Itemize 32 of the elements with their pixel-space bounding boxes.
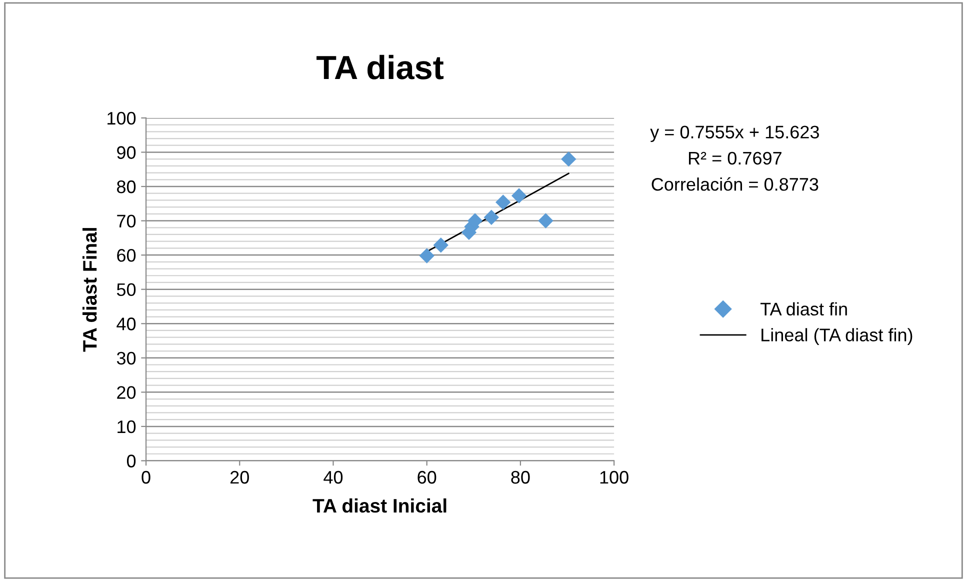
y-tick-label: 10	[118, 420, 136, 434]
y-tick-label: 100	[108, 112, 136, 125]
y-tick-label: 0	[126, 454, 136, 468]
x-tick-label: 100	[600, 470, 628, 484]
y-tick-label: 20	[117, 386, 136, 399]
x-tick-label: 0	[142, 470, 150, 484]
x-tick-label: 40	[324, 470, 343, 484]
y-tick-label: 70	[117, 214, 136, 228]
point	[561, 151, 576, 167]
point	[538, 213, 554, 228]
y-tick-label: 80	[117, 180, 136, 194]
point	[511, 188, 527, 204]
legend-label: Lineal (TA diast fin)	[762, 328, 912, 345]
y-tick-label: 40	[116, 318, 136, 330]
y-axis-title: TA diast Final	[82, 228, 97, 352]
point	[419, 248, 434, 264]
x-axis-title: TA diast Inicial	[312, 498, 446, 513]
point	[433, 238, 448, 253]
y-tick-label: 50	[116, 283, 136, 296]
x-tick-label: 80	[511, 470, 530, 484]
text: Correlación = 0.8773	[652, 177, 818, 191]
legend-label: TA diast fin	[760, 302, 847, 316]
x-tick-label: 20	[230, 470, 249, 484]
x-tick-label: 60	[418, 470, 436, 484]
text: R² = 0.7697	[688, 152, 782, 165]
point	[496, 194, 511, 210]
chart-title: TA diast	[316, 54, 444, 80]
y-tick-label: 60	[117, 248, 136, 262]
y-tick-label: 30	[116, 352, 136, 365]
y-tick-label: 90	[117, 146, 136, 159]
text: y = 0.7555x + 15.623	[650, 126, 819, 142]
point	[484, 210, 500, 225]
